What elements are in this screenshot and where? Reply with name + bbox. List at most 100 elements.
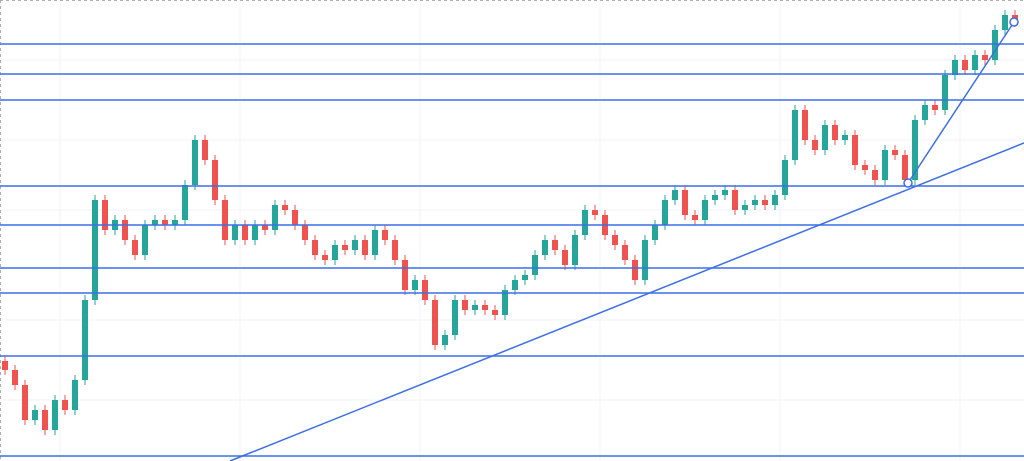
candle-body [232, 225, 238, 240]
candle-body [832, 125, 838, 140]
candle-body [472, 305, 478, 310]
candle-body [382, 230, 388, 240]
candle-body [662, 200, 668, 225]
candle-body [892, 150, 898, 155]
candle-body [992, 30, 998, 60]
candle-body [442, 335, 448, 345]
candle-body [572, 235, 578, 265]
candle-body [932, 105, 938, 110]
candle-body [432, 300, 438, 345]
candle-body [732, 190, 738, 210]
candle-body [2, 361, 8, 370]
candle-body [912, 120, 918, 180]
candle-body [502, 290, 508, 315]
candle-body [972, 55, 978, 70]
candle-body [412, 280, 418, 290]
candle-body [762, 200, 768, 205]
candle-body [982, 55, 988, 60]
candle-body [52, 400, 58, 430]
candle-body [872, 170, 878, 180]
candle-body [312, 240, 318, 255]
candle-body [682, 190, 688, 215]
trend-line-handle [1009, 17, 1019, 27]
candle-body [192, 140, 198, 185]
candle-body [532, 255, 538, 275]
candle-body [882, 150, 888, 180]
candle-body [22, 385, 28, 420]
candle-body [102, 200, 108, 230]
candle-body [822, 125, 828, 150]
candle-body [772, 195, 778, 205]
candle-body [942, 75, 948, 110]
trend-line [229, 142, 1024, 461]
candle-body [672, 190, 678, 200]
candle-body [262, 225, 268, 230]
candle-body [742, 205, 748, 210]
candle-body [142, 225, 148, 255]
candle-body [512, 280, 518, 290]
candle-body [482, 305, 488, 310]
candle-body [422, 280, 428, 300]
candle-body [902, 155, 908, 180]
candle-body [492, 310, 498, 315]
candle-body [122, 220, 128, 240]
candle-body [712, 195, 718, 200]
candle-body [592, 210, 598, 215]
candle-body [612, 235, 618, 245]
candle-body [752, 200, 758, 205]
candle-body [12, 370, 18, 385]
candle-body [632, 260, 638, 280]
candle-body [702, 200, 708, 220]
candle-body [792, 110, 798, 160]
candle-body [952, 60, 958, 75]
candle-body [362, 240, 368, 255]
candle-body [452, 300, 458, 335]
candle-body [692, 215, 698, 220]
candle-body [542, 240, 548, 255]
candle-body [722, 190, 728, 195]
candle-body [562, 250, 568, 265]
candle-body [272, 205, 278, 230]
candle-body [642, 240, 648, 280]
candle-body [352, 240, 358, 250]
candle-body [522, 275, 528, 280]
candle-body [852, 135, 858, 165]
candle-body [282, 205, 288, 210]
candle-body [332, 245, 338, 260]
candle-body [812, 140, 818, 150]
candle-body [402, 260, 408, 290]
candle-body [392, 240, 398, 260]
candle-body [32, 410, 38, 420]
candle-body [202, 140, 208, 160]
candle-body [212, 160, 218, 200]
trend-line-handle [903, 178, 913, 188]
candle-body [72, 380, 78, 410]
candle-body [582, 210, 588, 235]
candle-body [132, 240, 138, 255]
candle-body [1002, 15, 1008, 30]
candle-body [92, 200, 98, 300]
candle-body [342, 245, 348, 250]
candle-body [252, 225, 258, 240]
candle-body [182, 185, 188, 220]
candle-body [652, 225, 658, 240]
candle-body [862, 165, 868, 170]
candle-body [462, 300, 468, 310]
candle-body [302, 225, 308, 240]
candle-body [922, 105, 928, 120]
candle-body [172, 220, 178, 225]
trend-line [907, 21, 1015, 184]
candle-body [162, 220, 168, 225]
candle-body [222, 200, 228, 240]
candle-body [782, 160, 788, 195]
candle-body [152, 220, 158, 225]
candle-body [82, 300, 88, 380]
candle-body [962, 60, 968, 70]
candle-body [292, 210, 298, 225]
candle-body [372, 230, 378, 255]
candle-body [42, 410, 48, 430]
candle-body [802, 110, 808, 140]
